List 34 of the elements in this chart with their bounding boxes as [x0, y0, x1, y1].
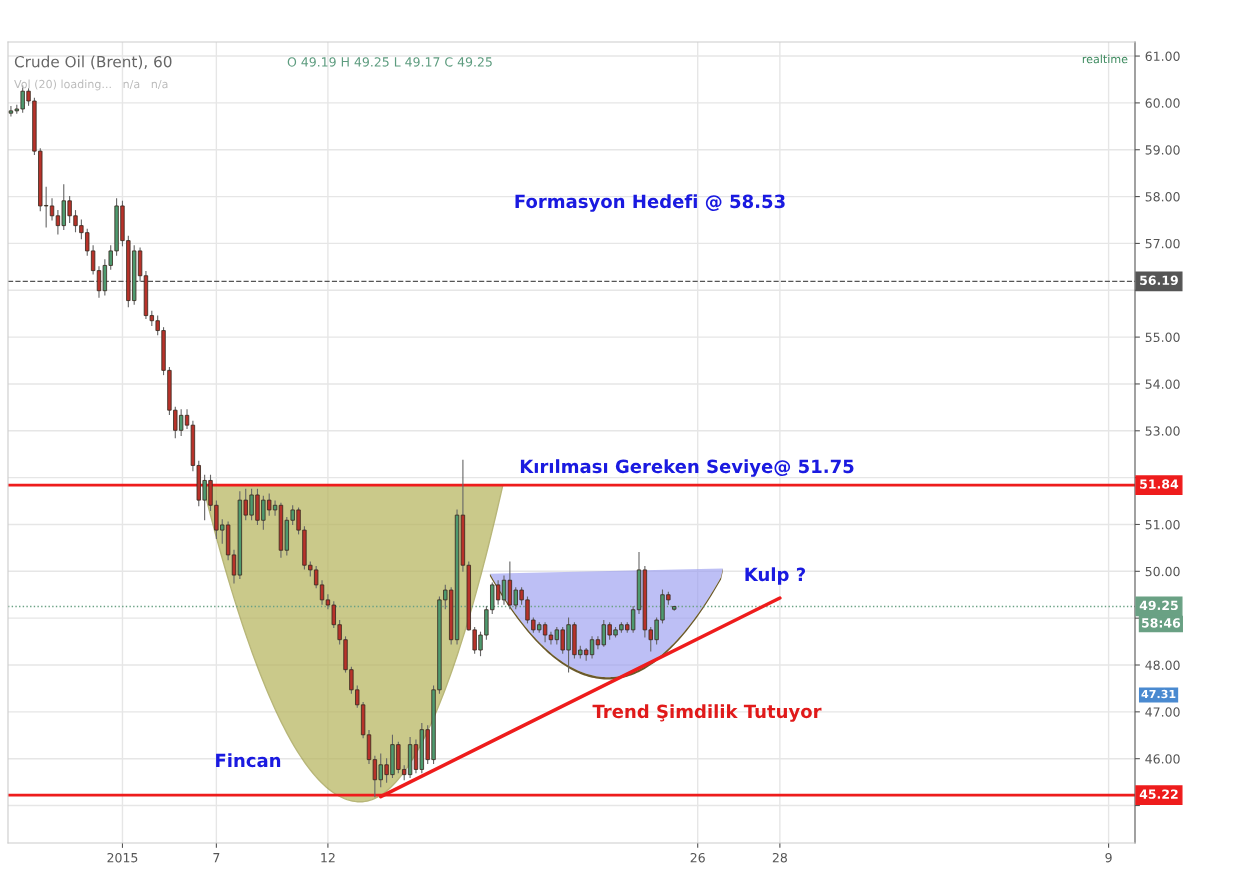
annotation: Kırılması Gereken Seviye@ 51.75: [520, 459, 854, 477]
y-tick-label: 53.00: [1145, 426, 1180, 436]
annotation: realtime: [1082, 54, 1128, 64]
y-tick-label: 57.00: [1145, 238, 1180, 249]
y-tick-label: 46.00: [1145, 754, 1180, 764]
ref-line-label: 45.22: [1139, 789, 1178, 799]
ref-line-label: 51.84: [1140, 479, 1179, 489]
annotation: Vol (20) loading... n/a n/a: [14, 79, 168, 91]
annotation: Trend Şimdilik Tutuyor: [592, 704, 822, 722]
y-tick-label: 54.00: [1145, 379, 1180, 389]
y-tick-label: 50.00: [1145, 566, 1180, 577]
annotation: Kulp ?: [745, 567, 806, 585]
x-tick-label: 2015: [107, 852, 138, 863]
y-tick-label: 61.00: [1145, 51, 1180, 61]
annotation: Fincan: [216, 753, 281, 768]
text: O 49.19 H 49.25 L 49.17 C 49.25: [287, 57, 492, 67]
y-tick-label: 48.00: [1145, 660, 1180, 670]
ref-line-label: 56.19: [1140, 275, 1178, 285]
text: 47.31: [1141, 689, 1176, 699]
y-tick-label: 51.00: [1145, 519, 1180, 530]
x-tick-label: 26: [690, 852, 705, 863]
y-tick-label: 59.00: [1145, 145, 1180, 155]
y-tick-label: 47.00: [1145, 707, 1180, 717]
y-tick-label: 60.00: [1145, 98, 1180, 108]
x-tick-label: 9: [1105, 852, 1112, 863]
y-tick-label: 55.00: [1145, 332, 1180, 343]
text: 58:46: [1141, 618, 1181, 628]
x-tick-label: 7: [213, 853, 220, 863]
y-tick-label: 58.00: [1145, 192, 1180, 202]
x-tick-label: 28: [772, 852, 787, 863]
annotation: Formasyon Hedefi @ 58.53: [515, 194, 785, 212]
x-tick-label: 12: [321, 852, 335, 863]
ref-line-label: 49.25: [1139, 600, 1178, 611]
text: Crude Oil (Brent), 60: [14, 55, 172, 70]
